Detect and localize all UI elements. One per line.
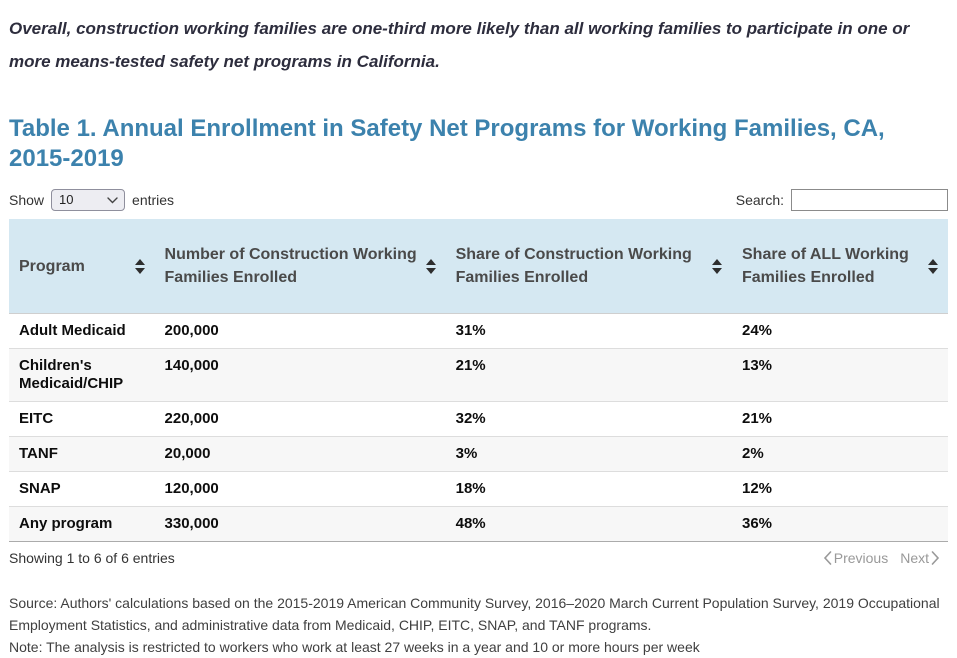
sort-icon[interactable] bbox=[928, 259, 938, 274]
column-header-label: Number of Construction Working Families … bbox=[164, 246, 417, 286]
chevron-right-icon bbox=[929, 551, 942, 565]
cell-share-all: 21% bbox=[732, 401, 948, 437]
table-row: EITC 220,000 32% 21% bbox=[9, 401, 948, 437]
entries-label: entries bbox=[132, 192, 175, 208]
table-row: Adult Medicaid 200,000 31% 24% bbox=[9, 314, 948, 349]
next-label: Next bbox=[900, 550, 929, 566]
cell-share-construction: 32% bbox=[445, 401, 732, 437]
cell-number: 140,000 bbox=[154, 348, 446, 402]
cell-program: SNAP bbox=[9, 471, 155, 507]
search-label: Search: bbox=[735, 192, 784, 208]
cell-program: Adult Medicaid bbox=[19, 322, 126, 339]
table-row: Any program 330,000 48% 36% bbox=[9, 506, 948, 542]
search-control: Search: bbox=[736, 189, 948, 211]
pager: Previous Next bbox=[815, 550, 948, 566]
table-row: TANF 20,000 3% 2% bbox=[9, 436, 948, 472]
cell-share-all: 12% bbox=[732, 471, 948, 507]
table-controls: Show 10 entries Search: bbox=[9, 189, 948, 211]
page-title-line2: 2015-2019 bbox=[9, 145, 124, 172]
table-row: Children's Medicaid/CHIP 140,000 21% 13% bbox=[9, 348, 948, 402]
cell-share-construction: 31% bbox=[455, 322, 486, 339]
cell-number: 120,000 bbox=[154, 471, 446, 507]
cell-share-all: 13% bbox=[732, 348, 948, 402]
column-header-share-construction[interactable]: Share of Construction Working Families E… bbox=[445, 219, 732, 314]
page-title-line1: Table 1. Annual Enrollment in Safety Net… bbox=[9, 115, 885, 142]
pagination-bar: Showing 1 to 6 of 6 entries Previous Nex… bbox=[9, 542, 948, 566]
enrollment-table: Program Number of Construction Working F… bbox=[9, 219, 948, 542]
analysis-note: Note: The analysis is restricted to work… bbox=[9, 639, 700, 655]
page-length-control: Show 10 entries bbox=[9, 189, 174, 211]
column-header-number-construction[interactable]: Number of Construction Working Families … bbox=[154, 219, 446, 314]
next-button[interactable]: Next bbox=[894, 550, 948, 566]
source-note: Source: Authors' calculations based on t… bbox=[9, 595, 940, 633]
cell-number: 330,000 bbox=[154, 506, 446, 542]
cell-share-construction: 3% bbox=[445, 436, 732, 472]
cell-program: EITC bbox=[9, 401, 155, 437]
sort-icon[interactable] bbox=[712, 259, 722, 274]
sort-icon[interactable] bbox=[135, 259, 145, 274]
table-row: SNAP 120,000 18% 12% bbox=[9, 471, 948, 507]
table-header-row: Program Number of Construction Working F… bbox=[9, 219, 948, 314]
page-title: Table 1. Annual Enrollment in Safety Net… bbox=[9, 114, 948, 174]
cell-share-construction: 21% bbox=[445, 348, 732, 402]
cell-share-construction: 48% bbox=[445, 506, 732, 542]
cell-share-all: 2% bbox=[732, 436, 948, 472]
page-length-select-wrap: 10 bbox=[51, 189, 126, 211]
cell-number: 200,000 bbox=[164, 322, 219, 339]
cell-program: Children's Medicaid/CHIP bbox=[9, 348, 155, 402]
footer-notes: Source: Authors' calculations based on t… bbox=[9, 592, 948, 658]
previous-label: Previous bbox=[833, 550, 889, 566]
show-label: Show bbox=[9, 192, 45, 208]
page-length-select[interactable]: 10 bbox=[51, 189, 126, 211]
search-input[interactable] bbox=[791, 189, 948, 211]
cell-share-all: 24% bbox=[742, 322, 773, 339]
sort-icon[interactable] bbox=[426, 259, 436, 274]
chevron-left-icon bbox=[821, 551, 834, 565]
intro-text: Overall, construction working families a… bbox=[9, 19, 910, 71]
cell-share-all: 36% bbox=[732, 506, 948, 542]
cell-share-construction: 18% bbox=[445, 471, 732, 507]
cell-program: TANF bbox=[9, 436, 155, 472]
cell-number: 220,000 bbox=[154, 401, 446, 437]
column-header-label: Share of Construction Working Families E… bbox=[455, 246, 692, 286]
previous-button[interactable]: Previous bbox=[815, 550, 894, 566]
cell-program: Any program bbox=[9, 506, 155, 542]
table-info: Showing 1 to 6 of 6 entries bbox=[9, 550, 175, 566]
column-header-program[interactable]: Program bbox=[9, 219, 155, 314]
column-header-label: Share of ALL Working Families Enrolled bbox=[742, 246, 909, 286]
column-header-share-all[interactable]: Share of ALL Working Families Enrolled bbox=[732, 219, 948, 314]
column-header-label: Program bbox=[19, 257, 85, 275]
cell-number: 20,000 bbox=[154, 436, 446, 472]
